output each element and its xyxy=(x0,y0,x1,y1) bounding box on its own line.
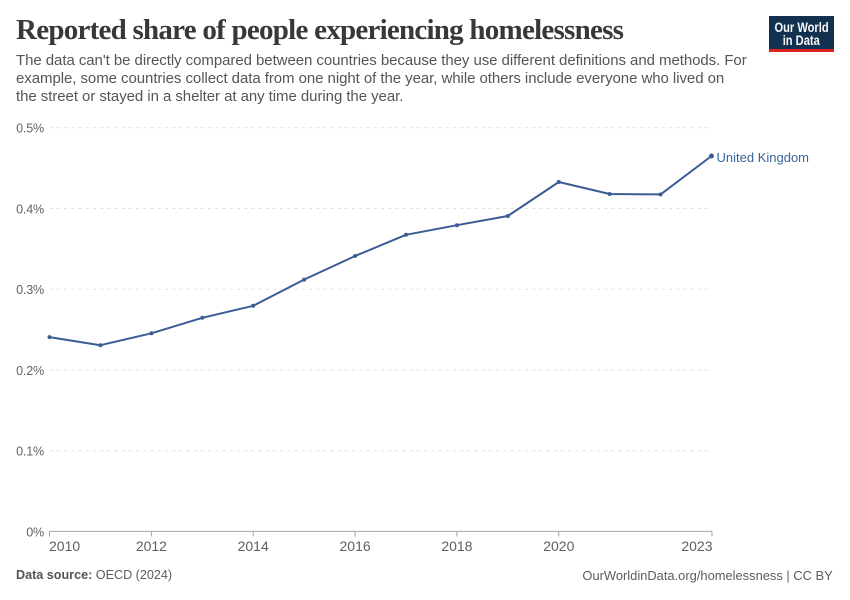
svg-text:2016: 2016 xyxy=(340,538,371,554)
svg-text:2023: 2023 xyxy=(681,538,712,554)
svg-text:0.5%: 0.5% xyxy=(16,122,44,136)
svg-text:2012: 2012 xyxy=(136,538,167,554)
svg-text:0.3%: 0.3% xyxy=(16,283,44,297)
svg-text:2018: 2018 xyxy=(441,538,472,554)
svg-text:0.2%: 0.2% xyxy=(16,364,44,378)
svg-text:United Kingdom: United Kingdom xyxy=(717,150,810,165)
svg-text:2014: 2014 xyxy=(238,538,269,554)
svg-text:0.1%: 0.1% xyxy=(16,445,44,459)
svg-text:2020: 2020 xyxy=(543,538,574,554)
svg-text:0%: 0% xyxy=(26,525,44,539)
svg-text:0.4%: 0.4% xyxy=(16,202,44,216)
svg-text:2010: 2010 xyxy=(49,538,80,554)
